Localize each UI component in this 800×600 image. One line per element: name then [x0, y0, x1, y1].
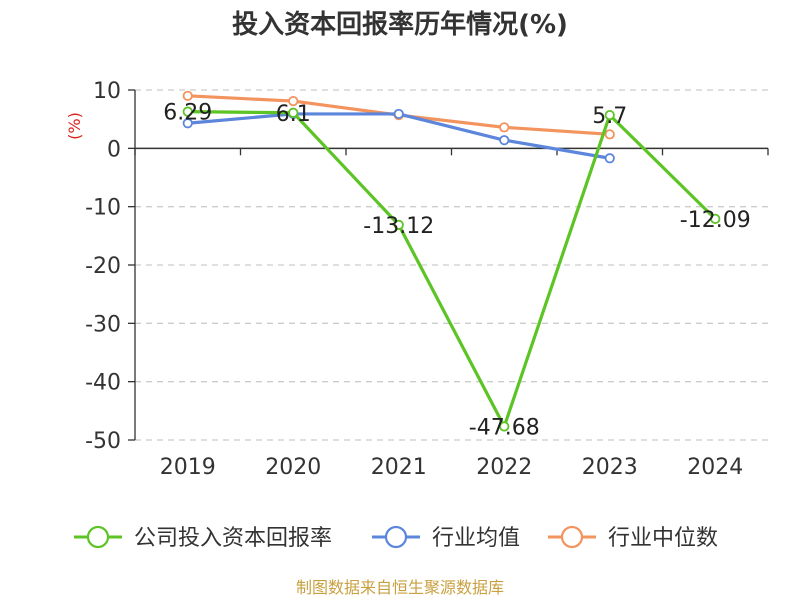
y-tick-label: 10 [93, 79, 121, 104]
chart-title: 投入资本回报率历年情况(%) [232, 9, 568, 40]
x-tick-label: 2024 [687, 455, 743, 480]
data-label: -13.12 [363, 214, 434, 239]
series-line [187, 110, 717, 429]
gridlines [135, 89, 768, 441]
data-labels: 6.29 6.1 -13.12 -47.68 5.7 -12.09 [163, 101, 750, 441]
y-tick-label: -10 [85, 196, 121, 221]
data-point [499, 135, 510, 146]
data-label: 6.29 [163, 101, 212, 126]
x-tick-label: 2022 [476, 455, 532, 480]
legend-swatch-marker [384, 525, 408, 549]
data-point [393, 219, 404, 230]
y-tick-label: -50 [85, 429, 121, 454]
data-point [182, 90, 193, 101]
x-tick-label: 2020 [265, 455, 321, 480]
data-label: -47.68 [469, 415, 540, 440]
data-source-note: 制图数据来自恒生聚源数据库 [296, 578, 504, 597]
axes: 10 0 -10 -20 -30 -40 -50 2019 2020 2021 2022 2023 20… [85, 79, 769, 480]
legend-label: 行业均值 [432, 526, 520, 551]
legend-swatch-marker [86, 525, 110, 549]
y-tick-label: -30 [85, 312, 121, 337]
y-tick-label: -40 [85, 371, 121, 396]
series-lines [182, 90, 721, 432]
x-tick-label: 2021 [371, 455, 427, 480]
x-tick-label: 2023 [582, 455, 638, 480]
legend-swatch-marker [560, 525, 584, 549]
y-tick-label: -20 [85, 254, 121, 279]
data-point [604, 109, 615, 121]
data-label: 6.1 [276, 102, 311, 127]
series-line [187, 112, 611, 160]
legend-label: 行业中位数 [608, 526, 718, 551]
data-point [710, 213, 721, 224]
legend-label: 公司投入资本回报率 [134, 526, 332, 551]
y-tick-label: 0 [107, 137, 121, 162]
data-point [182, 118, 193, 129]
y-axis-unit: (%) [65, 112, 84, 140]
data-point [288, 107, 299, 118]
data-label: 5.7 [592, 104, 627, 129]
data-point [499, 421, 510, 432]
data-point [604, 129, 615, 140]
data-point [604, 153, 615, 164]
data-point [393, 108, 404, 120]
data-point [499, 122, 510, 133]
data-point [288, 95, 299, 107]
legend: 公司投入资本回报率 行业均值 行业中位数 [74, 525, 718, 551]
data-point [182, 106, 193, 117]
data-label: -12.09 [680, 208, 751, 233]
x-tick-label: 2019 [160, 455, 216, 480]
